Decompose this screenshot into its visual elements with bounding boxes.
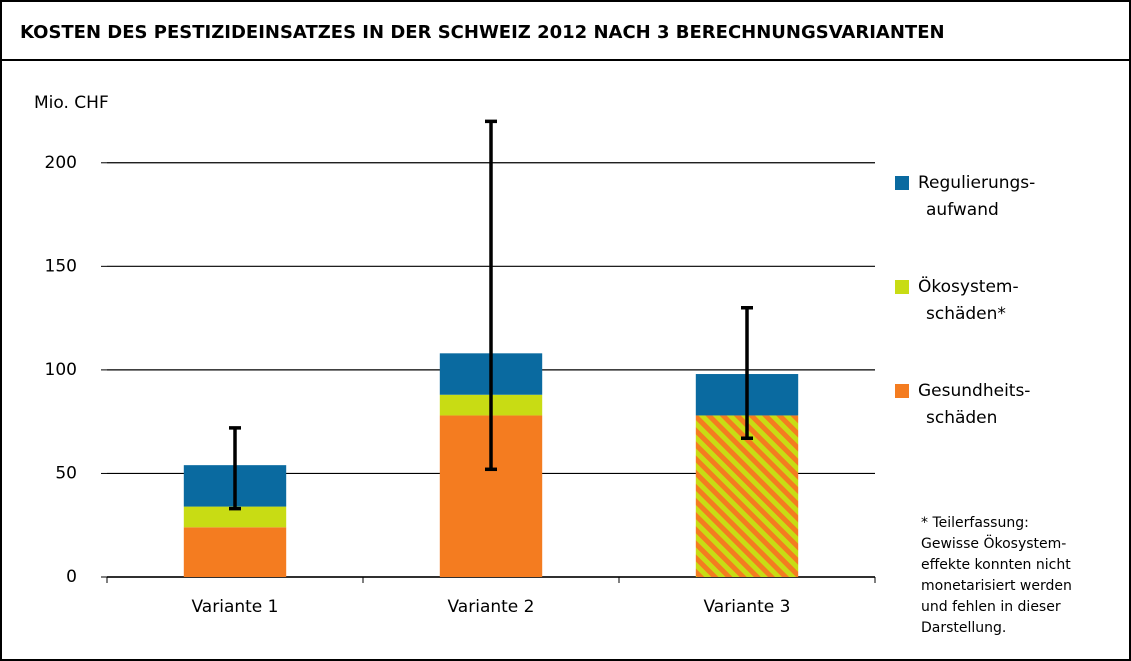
note: * Teilerfassung: bbox=[921, 515, 1029, 531]
y-tick-label: 0 bbox=[66, 567, 77, 587]
error-bar bbox=[485, 119, 497, 472]
x-tick-label: Variante 3 bbox=[704, 597, 791, 617]
note: effekte konnten nicht bbox=[921, 557, 1071, 573]
note: monetarisiert werden bbox=[921, 578, 1072, 594]
y-axis-label: Mio. CHF bbox=[34, 93, 109, 113]
legend-label: schäden bbox=[926, 408, 997, 428]
bar-segment bbox=[183, 506, 287, 528]
note: Darstellung. bbox=[921, 620, 1006, 636]
chart-title: KOSTEN DES PESTIZIDEINSATZES IN DER SCHW… bbox=[20, 22, 945, 43]
legend-label: Ökosystem- bbox=[918, 275, 1019, 297]
bar-segment bbox=[695, 415, 799, 577]
y-tick-label: 200 bbox=[45, 153, 77, 173]
legend-label: Regulierungs- bbox=[918, 173, 1035, 193]
y-tick-label: 150 bbox=[45, 256, 77, 276]
legend-label: Gesundheits- bbox=[918, 381, 1030, 401]
y-tick-label: 100 bbox=[45, 360, 77, 380]
legend-swatch bbox=[895, 176, 909, 190]
x-tick-label: Variante 1 bbox=[192, 597, 279, 617]
note: Gewisse Ökosystem- bbox=[921, 534, 1066, 552]
legend-label: aufwand bbox=[926, 200, 999, 220]
x-tick-label: Variante 2 bbox=[448, 597, 535, 617]
y-tick-label: 50 bbox=[55, 463, 77, 483]
legend-swatch bbox=[895, 384, 909, 398]
error-bar bbox=[741, 306, 753, 440]
bar-segment bbox=[183, 527, 287, 577]
legend-label: schäden* bbox=[926, 304, 1006, 324]
legend-swatch bbox=[895, 280, 909, 294]
note: und fehlen in dieser bbox=[921, 599, 1061, 615]
error-bar bbox=[229, 426, 241, 511]
